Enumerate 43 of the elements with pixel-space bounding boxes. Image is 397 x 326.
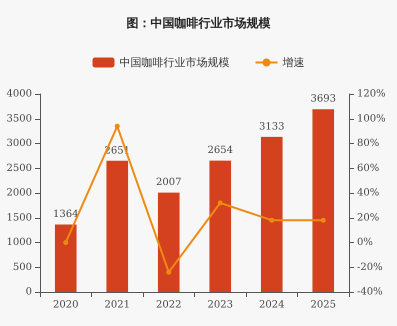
y2-tick-label: 20%: [357, 212, 380, 224]
x-tick-label: 2025: [310, 300, 336, 310]
y-tick-label: 4000: [6, 88, 32, 100]
x-tick-label: 2023: [208, 300, 233, 310]
bar: [260, 136, 283, 292]
y-tick-label: 2500: [6, 162, 32, 174]
y2-tick-label: 80%: [357, 138, 380, 149]
y2-tick-label: 100%: [357, 113, 386, 124]
data-label: 3133: [259, 121, 284, 132]
y-tick-label: 1000: [6, 237, 32, 248]
x-tick-label: 2021: [104, 300, 130, 310]
y-tick-label: 1500: [6, 212, 32, 224]
point: [269, 218, 274, 223]
y-tick-label: 0: [26, 286, 32, 298]
bar: [158, 192, 180, 292]
x-tick-label: 2022: [156, 300, 182, 310]
data-label: 2007: [156, 177, 182, 188]
y-tick-label: 500: [12, 262, 32, 273]
y2-tick-label: 120%: [357, 88, 386, 100]
legend-label: 增速: [282, 56, 304, 69]
bar: [106, 160, 128, 292]
y2-tick-label: 0%: [357, 237, 373, 248]
chart-title: 图：中国咖啡行业市场规模: [126, 16, 270, 30]
y-tick-label: 2000: [6, 188, 32, 198]
x-tick-label: 2020: [53, 300, 78, 310]
data-label: 3693: [310, 94, 336, 105]
bar: [209, 160, 232, 292]
y-tick-label: 3000: [6, 138, 32, 149]
y2-tick-label: 60%: [357, 162, 380, 174]
x-tick-label: 2024: [259, 300, 284, 310]
data-label: 1364: [53, 208, 78, 220]
legend-label: 中国咖啡行业市场规模: [120, 56, 230, 69]
bar: [312, 109, 334, 292]
bar: [54, 224, 77, 292]
y2-tick-label: 40%: [357, 188, 380, 198]
y2-tick-label: -40%: [357, 286, 383, 298]
data-label: 2654: [208, 145, 233, 156]
point: [218, 200, 223, 206]
point: [320, 218, 326, 223]
y2-tick-label: -20%: [357, 262, 383, 273]
point: [63, 240, 68, 245]
y-tick-label: 3500: [6, 113, 32, 124]
point: [166, 270, 172, 275]
